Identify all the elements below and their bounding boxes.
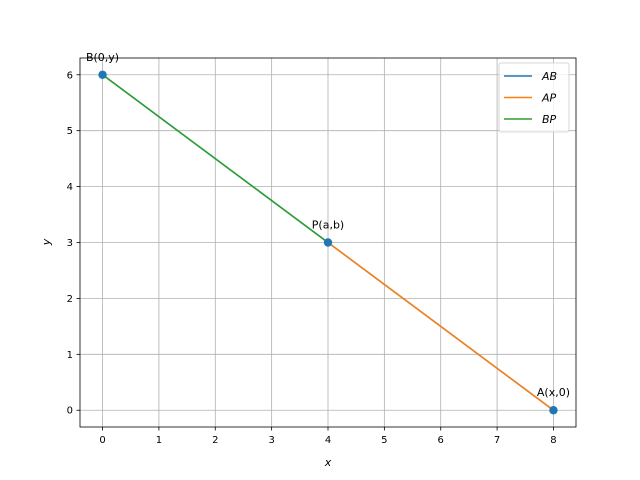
point-label: B(0,y) (86, 51, 119, 64)
point-label: P(a,b) (312, 219, 344, 232)
x-tick-label: 6 (438, 435, 444, 446)
legend-label: AP (541, 92, 557, 105)
legend-label: AB (541, 70, 557, 83)
x-tick-label: 8 (550, 435, 556, 446)
y-tick-label: 3 (67, 238, 73, 249)
x-tick-label: 7 (494, 435, 500, 446)
y-axis-label: y (40, 238, 53, 246)
data-point (98, 71, 106, 79)
y-tick-label: 2 (67, 294, 73, 305)
y-tick-label: 1 (67, 350, 73, 361)
x-tick-label: 4 (325, 435, 331, 446)
x-axis-label: x (324, 456, 332, 469)
legend: AB AP BP (499, 63, 569, 132)
x-tick-label: 3 (268, 435, 274, 446)
y-tick-label: 6 (67, 70, 73, 81)
y-tick-label: 0 (67, 406, 73, 417)
y-tick-label: 5 (67, 126, 73, 137)
point-label: A(x,0) (537, 386, 570, 399)
x-tick-label: 1 (156, 435, 162, 446)
data-point (549, 406, 557, 414)
x-tick-label: 0 (99, 435, 105, 446)
data-point (324, 238, 332, 246)
x-tick-label: 5 (381, 435, 387, 446)
x-tick-label: 2 (212, 435, 218, 446)
y-tick-label: 4 (67, 182, 73, 193)
legend-label: BP (542, 113, 557, 126)
